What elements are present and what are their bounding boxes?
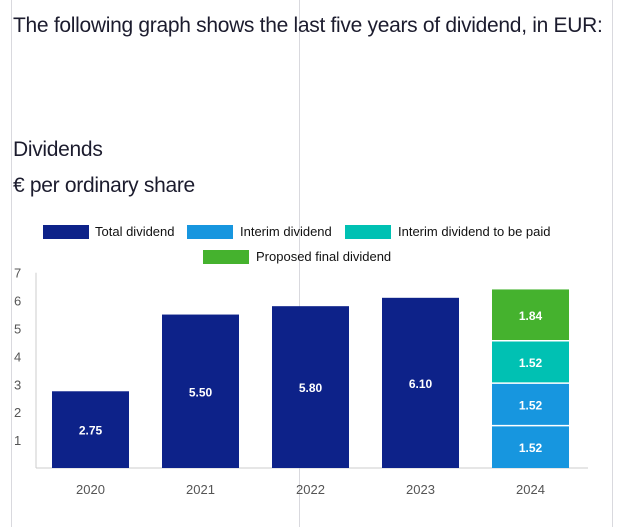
y-tick-label: 2	[14, 405, 21, 420]
legend-label-proposed-final: Proposed final dividend	[256, 249, 392, 264]
bar-value-label: 5.50	[189, 385, 213, 399]
x-tick-label: 2023	[406, 482, 435, 497]
bar-value-label: 1.52	[519, 356, 543, 370]
bar-value-label: 1.52	[519, 398, 543, 412]
x-tick-label: 2020	[76, 482, 105, 497]
legend-swatch-proposed-final	[203, 250, 249, 264]
bar-interim-segment	[492, 383, 569, 426]
right-border-line	[612, 0, 613, 527]
bar-interim-segment	[492, 425, 569, 468]
legend-label-interim: Interim dividend	[240, 224, 332, 239]
y-tick-label: 7	[14, 266, 21, 281]
chart-title: Dividends	[13, 138, 103, 161]
bar-total-2021	[162, 314, 239, 468]
x-tick-label: 2024	[516, 482, 545, 497]
bar-value-label: 2.75	[79, 424, 103, 438]
middle-guide-line	[299, 0, 300, 527]
bar-value-label: 1.84	[519, 309, 543, 323]
bar-value-label: 6.10	[409, 377, 433, 391]
bar-value-label: 5.80	[299, 381, 323, 395]
left-border-line	[11, 0, 12, 527]
legend-swatch-total	[43, 225, 89, 239]
y-tick-label: 1	[14, 433, 21, 448]
intro-text: The following graph shows the last five …	[13, 14, 603, 37]
y-tick-label: 4	[14, 349, 21, 364]
bar-total-2022	[272, 306, 349, 468]
legend-label-interim-to-be-paid: Interim dividend to be paid	[398, 224, 551, 239]
bar-interim-to-be-paid	[492, 340, 569, 384]
x-tick-label: 2022	[296, 482, 325, 497]
legend-swatch-interim	[187, 225, 233, 239]
x-tick-label: 2021	[186, 482, 215, 497]
y-tick-label: 3	[14, 377, 21, 392]
legend-label-total: Total dividend	[95, 224, 175, 239]
chart-subtitle: € per ordinary share	[13, 174, 195, 197]
y-tick-label: 5	[14, 322, 21, 337]
bar-total-2020	[52, 391, 129, 468]
bar-proposed-final	[492, 289, 569, 341]
bar-total-2023	[382, 297, 459, 468]
legend-swatch-interim-to-be-paid	[345, 225, 391, 239]
bar-value-label: 1.52	[519, 441, 543, 455]
y-tick-label: 6	[14, 294, 21, 309]
